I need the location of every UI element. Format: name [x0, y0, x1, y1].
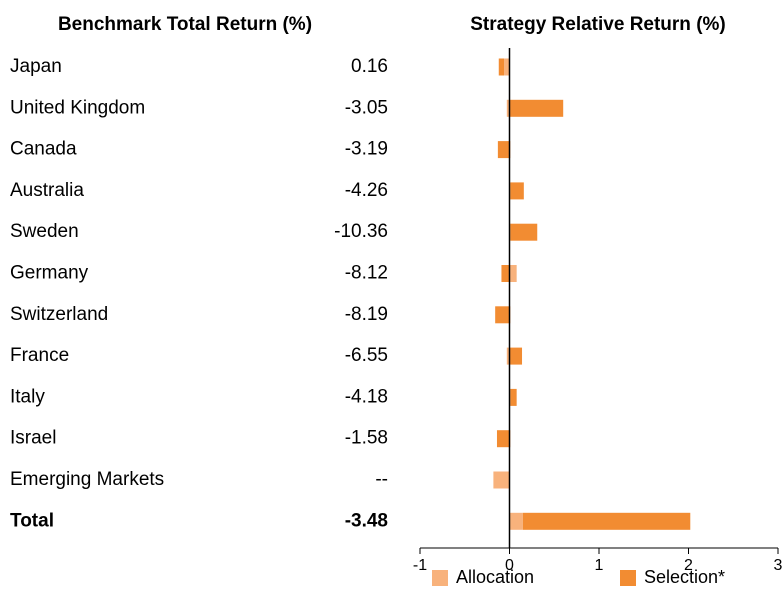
table-title: Benchmark Total Return (%)	[58, 14, 312, 35]
bar	[510, 388, 517, 406]
legend-swatch	[620, 570, 636, 586]
bar	[495, 306, 510, 324]
row-label: Emerging Markets	[10, 469, 164, 490]
row-label: Japan	[10, 56, 62, 77]
bar	[506, 99, 510, 117]
bar	[497, 141, 510, 159]
legend-label: Selection*	[644, 567, 725, 586]
row-label: Italy	[10, 386, 45, 407]
chart-title: Strategy Relative Return (%)	[470, 14, 726, 35]
bar	[510, 223, 538, 241]
row-label: Germany	[10, 263, 89, 284]
legend-label: Allocation	[456, 567, 534, 586]
bar	[496, 430, 510, 448]
bar	[493, 471, 510, 489]
legend-swatch	[432, 570, 448, 586]
row-label: United Kingdom	[10, 97, 145, 118]
row-value: -3.48	[345, 510, 388, 531]
row-label: Israel	[10, 428, 56, 449]
row-label: Sweden	[10, 221, 79, 242]
x-tick-label: -1	[413, 557, 427, 574]
bar	[509, 265, 517, 282]
bar	[501, 265, 510, 282]
row-value: -6.55	[345, 345, 388, 366]
row-value: -8.19	[345, 304, 388, 325]
row-label: France	[10, 345, 69, 366]
row-label: Canada	[10, 139, 77, 160]
row-value: -8.12	[345, 263, 388, 284]
bar	[498, 58, 505, 76]
row-value: -4.26	[345, 180, 388, 201]
row-value: -4.18	[345, 386, 388, 407]
row-label: Total	[10, 510, 54, 531]
bar	[510, 182, 524, 200]
bar	[509, 512, 523, 530]
row-value: -3.19	[345, 139, 388, 160]
row-value: -1.58	[345, 428, 388, 449]
row-value: -3.05	[345, 97, 388, 118]
x-tick-label: 2	[684, 557, 693, 574]
x-tick-label: 1	[595, 557, 604, 574]
row-label: Australia	[10, 180, 84, 201]
bar	[522, 512, 691, 530]
x-tick-label: 0	[505, 557, 514, 574]
row-value: 0.16	[351, 56, 388, 77]
row-value: -10.36	[334, 221, 388, 242]
bar	[509, 347, 523, 365]
row-value: --	[375, 469, 388, 490]
row-label: Switzerland	[10, 304, 108, 325]
x-tick-label: 3	[774, 557, 783, 574]
bar	[504, 58, 510, 76]
bar	[506, 347, 510, 365]
bar	[509, 99, 564, 117]
